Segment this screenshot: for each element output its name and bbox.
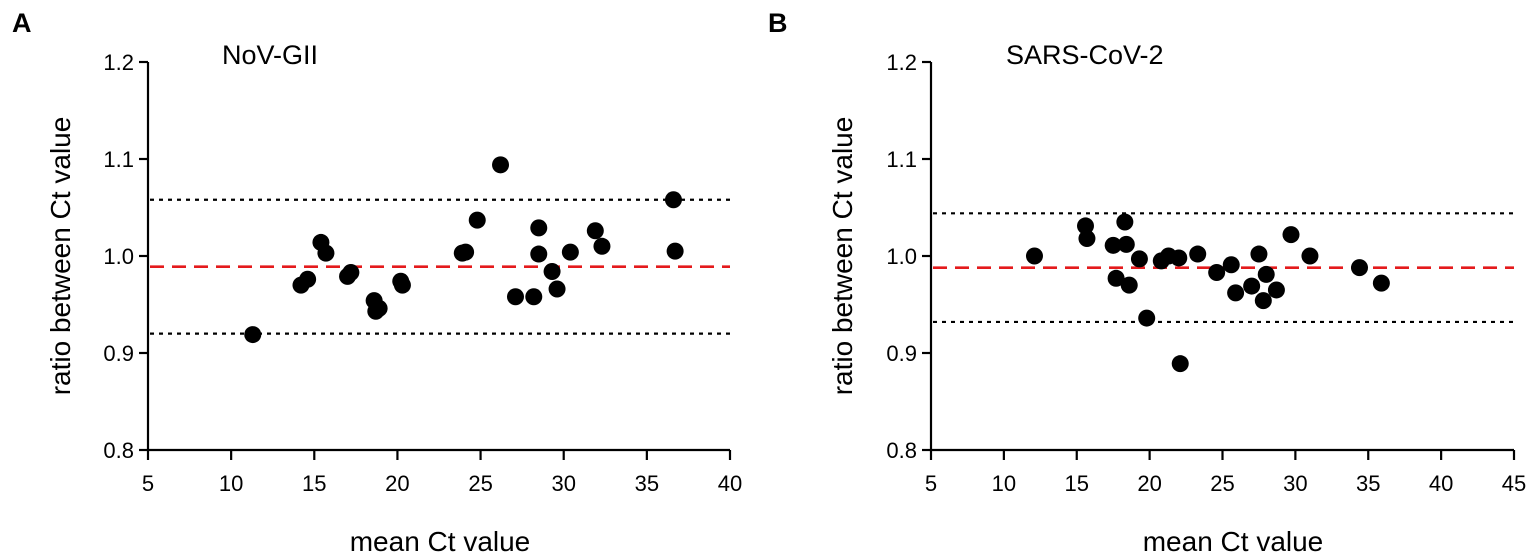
x-tick-label: 30: [551, 471, 575, 496]
data-point: [1104, 236, 1122, 254]
y-tick-label: 1.2: [886, 50, 917, 75]
data-point: [525, 288, 543, 306]
x-tick-label: 35: [635, 471, 659, 496]
x-tick-label: 40: [1429, 471, 1453, 496]
data-point: [1025, 247, 1043, 265]
panel-letter-b: B: [768, 8, 788, 38]
x-tick-label: 10: [992, 471, 1016, 496]
data-point: [1107, 269, 1125, 287]
data-point: [1170, 249, 1188, 267]
data-point: [468, 211, 486, 229]
data-points-b: [1025, 213, 1390, 373]
data-point: [506, 288, 524, 306]
data-point: [548, 280, 566, 298]
data-point: [1267, 281, 1285, 299]
data-point: [543, 263, 561, 281]
data-point: [593, 237, 611, 255]
x-tick-label: 35: [1356, 471, 1380, 496]
data-point: [244, 326, 262, 344]
y-axis-label-b: ratio between Ct value: [827, 117, 858, 396]
data-point: [1117, 235, 1135, 253]
data-point: [342, 263, 360, 281]
x-tick-label: 45: [1502, 471, 1526, 496]
data-point: [1171, 355, 1189, 373]
x-tick-label: 40: [718, 471, 742, 496]
data-point: [1227, 284, 1245, 302]
data-point: [530, 245, 548, 263]
data-point: [317, 244, 335, 262]
data-point: [1208, 263, 1226, 281]
x-axis-label-b: mean Ct value: [1143, 526, 1324, 557]
data-point: [1250, 245, 1268, 263]
y-tick-label: 0.9: [886, 341, 917, 366]
y-tick-label: 1.0: [886, 244, 917, 269]
data-point: [1222, 256, 1240, 274]
chart-title-b: SARS-CoV-2: [1006, 40, 1164, 70]
data-point: [1130, 250, 1148, 268]
data-point: [393, 276, 411, 294]
x-tick-label: 5: [925, 471, 937, 496]
axes-a: 0.8 0.9 1.0 1.1 1.2 5 10 15 20 25 30 35 40: [103, 50, 742, 496]
x-tick-label: 25: [468, 471, 492, 496]
data-point: [666, 242, 684, 260]
data-point: [492, 156, 510, 174]
x-tick-label: 15: [1065, 471, 1089, 496]
data-point: [1351, 259, 1369, 277]
x-tick-label: 30: [1283, 471, 1307, 496]
y-tick-label: 1.1: [886, 147, 917, 172]
data-point: [561, 243, 579, 261]
y-tick-label: 0.9: [103, 341, 134, 366]
reference-lines-a: [150, 198, 730, 335]
y-tick-label: 0.8: [103, 438, 134, 463]
chart-title-a: NoV-GII: [222, 40, 318, 70]
data-point: [1372, 274, 1390, 292]
y-tick-label: 1.0: [103, 244, 134, 269]
data-point: [1116, 213, 1134, 231]
data-point: [1076, 217, 1094, 235]
x-tick-label: 20: [1137, 471, 1161, 496]
y-axis-label-a: ratio between Ct value: [45, 117, 76, 396]
data-point: [1301, 247, 1319, 265]
data-point: [1282, 226, 1300, 244]
data-point: [370, 299, 388, 317]
data-point: [299, 270, 317, 288]
data-points-a: [244, 156, 684, 344]
y-tick-label: 1.1: [103, 147, 134, 172]
data-point: [530, 219, 548, 237]
data-point: [1138, 309, 1156, 327]
x-tick-label: 20: [385, 471, 409, 496]
x-tick-label: 5: [142, 471, 154, 496]
x-axis-label-a: mean Ct value: [350, 526, 531, 557]
panel-a: A NoV-GII 0.8 0.9 1.0 1.1 1.2 5 10 15 20 25 30 35 40…: [12, 8, 742, 557]
x-tick-label: 25: [1210, 471, 1234, 496]
data-point: [1078, 230, 1096, 248]
data-point: [586, 222, 604, 240]
panel-b: B SARS-CoV-2 0.8 0.9 1.0 1.1 1.2 5 10 15 20 25 30 3…: [768, 8, 1526, 557]
data-point: [1257, 265, 1275, 283]
y-tick-label: 0.8: [886, 438, 917, 463]
data-point: [457, 243, 475, 261]
x-tick-label: 15: [302, 471, 326, 496]
axes-b: 0.8 0.9 1.0 1.1 1.2 5 10 15 20 25 30 35 40 45: [886, 50, 1526, 496]
panel-letter-a: A: [12, 8, 32, 38]
y-tick-label: 1.2: [103, 50, 134, 75]
data-point: [664, 191, 682, 209]
x-tick-label: 10: [219, 471, 243, 496]
data-point: [1254, 292, 1272, 310]
data-point: [1120, 276, 1138, 294]
data-point: [1243, 277, 1261, 295]
data-point: [1189, 245, 1207, 263]
